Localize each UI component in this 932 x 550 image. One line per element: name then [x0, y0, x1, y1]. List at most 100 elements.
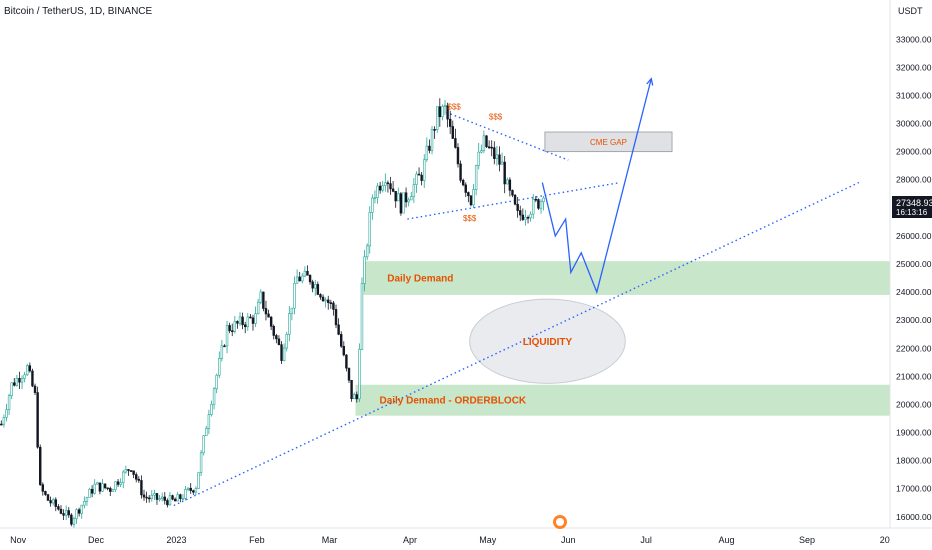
- trendline-0: [173, 181, 860, 507]
- candle-body: [456, 147, 460, 165]
- candle-body: [399, 193, 403, 214]
- candle-body: [218, 358, 221, 376]
- candle-body: [480, 150, 483, 153]
- candle-body: [127, 469, 130, 471]
- candle-body: [67, 510, 70, 516]
- candle-body: [500, 161, 504, 165]
- candle-body: [171, 495, 174, 500]
- candle-body: [446, 105, 449, 120]
- candle-body: [225, 325, 229, 347]
- y-tick-label: 29000.00: [896, 147, 932, 157]
- candle-body: [404, 192, 408, 203]
- y-tick-label: 28000.00: [896, 175, 932, 185]
- candle-body: [467, 192, 470, 197]
- candles-layer: [0, 98, 545, 528]
- x-tick-label: Dec: [88, 535, 105, 545]
- candle-body: [80, 504, 83, 514]
- candle-body: [334, 309, 338, 326]
- candle-body: [2, 417, 6, 425]
- candle-body: [477, 151, 480, 166]
- candle-body: [93, 483, 96, 494]
- y-axis: 16000.00 17000.00 18000.00 19000.00 20000.00…: [889, 0, 932, 528]
- candle-body: [308, 274, 312, 283]
- labels-layer: Daily Demand Daily Demand - ORDERBLOCK LIQ…: [379, 103, 626, 407]
- candle-body: [49, 500, 52, 504]
- candle-body: [513, 194, 517, 205]
- candle-body: [430, 129, 434, 151]
- candle-body: [119, 482, 122, 485]
- liquidity-mark-1: $$$: [489, 112, 503, 121]
- candle-body: [407, 199, 410, 203]
- candle-body: [415, 173, 418, 185]
- y-tick-label: 25000.00: [896, 259, 932, 269]
- candle-body: [371, 197, 374, 213]
- candle-body: [529, 213, 532, 219]
- candle-body: [352, 394, 356, 400]
- candle-body: [329, 302, 333, 304]
- price-unit: USDT: [898, 6, 923, 16]
- candle-body: [275, 335, 278, 340]
- y-tick-label: 24000.00: [896, 287, 932, 297]
- y-tick-label: 20000.00: [896, 399, 932, 409]
- candle-body: [70, 514, 73, 525]
- candle-body: [220, 345, 224, 359]
- candle-body: [90, 488, 94, 494]
- y-tick-label: 19000.00: [896, 428, 932, 438]
- daily-demand-orderblock-zone: [355, 384, 890, 416]
- candle-body: [132, 470, 135, 475]
- candle-body: [433, 129, 436, 131]
- candle-body: [184, 489, 187, 499]
- x-tick-label: Apr: [403, 535, 417, 545]
- y-tick-label: 32000.00: [896, 62, 932, 72]
- candle-body: [168, 495, 172, 506]
- candle-body: [15, 378, 19, 386]
- candle-body: [519, 210, 522, 216]
- candle-body: [181, 497, 185, 500]
- candle-body: [41, 484, 45, 492]
- candle-body: [236, 321, 239, 324]
- y-tick-label: 17000.00: [896, 484, 932, 494]
- candle-body: [5, 409, 8, 418]
- chart-title: Bitcoin / TetherUS, 1D, BINANCE: [4, 6, 153, 17]
- candle-body: [202, 435, 205, 454]
- candle-body: [98, 482, 102, 492]
- candle-body: [347, 367, 351, 381]
- y-tick-label: 16000.00: [896, 512, 932, 522]
- x-tick-label: Nov: [10, 535, 27, 545]
- daily-demand-orderblock-label: Daily Demand - ORDERBLOCK: [379, 396, 526, 407]
- y-tick-label: 31000.00: [896, 90, 932, 100]
- x-tick-label: Mar: [322, 535, 338, 545]
- x-tick-label: Jul: [640, 535, 652, 545]
- candle-body: [316, 284, 320, 295]
- candle-body: [96, 482, 99, 485]
- candle-body: [140, 480, 143, 496]
- candle-body: [438, 106, 442, 118]
- candle-body: [376, 185, 379, 199]
- y-tick-label: 33000.00: [896, 34, 932, 44]
- candle-body: [269, 316, 273, 327]
- candle-body: [249, 316, 252, 319]
- candle-body: [173, 498, 177, 502]
- candle-body: [412, 184, 416, 197]
- candle-body: [337, 324, 340, 335]
- candle-body: [301, 275, 304, 282]
- candle-body: [145, 496, 148, 499]
- candle-body: [384, 182, 387, 187]
- candle-body: [199, 452, 203, 473]
- candle-body: [103, 483, 107, 489]
- candle-body: [472, 189, 475, 206]
- candle-body: [251, 317, 255, 324]
- candle-body: [521, 214, 525, 220]
- candle-body: [280, 344, 283, 361]
- candle-body: [179, 494, 182, 499]
- trendlines-layer: [173, 111, 860, 507]
- candle-body: [448, 118, 452, 127]
- liquidity-ellipse: [469, 298, 626, 384]
- candle-body: [57, 506, 60, 510]
- candle-body: [51, 499, 55, 504]
- candle-body: [18, 378, 21, 383]
- candle-body: [314, 284, 317, 289]
- x-tick-label: Jun: [561, 535, 576, 545]
- candle-body: [298, 276, 301, 282]
